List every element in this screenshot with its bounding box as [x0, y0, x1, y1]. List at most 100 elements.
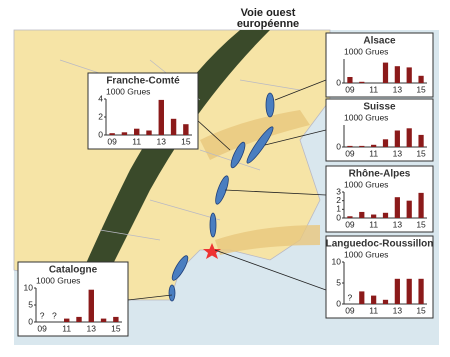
- x-tick-label: 11: [369, 305, 378, 315]
- bar: [170, 118, 177, 135]
- marker-star: [203, 243, 221, 259]
- y-axis-label: 1000 Grues: [344, 249, 388, 259]
- bar: [394, 66, 400, 83]
- x-tick-label: 09: [37, 323, 47, 333]
- bar: [64, 318, 70, 322]
- bar: [347, 77, 353, 83]
- migration-corridor: [70, 30, 270, 300]
- bar: [183, 124, 189, 135]
- inset-title: Rhône-Alpes: [349, 169, 411, 180]
- x-tick-label: 13: [393, 84, 403, 94]
- x-tick-label: 13: [87, 323, 97, 333]
- y-axis-label: 1000 Grues: [344, 179, 388, 189]
- x-tick-label: 15: [111, 323, 121, 333]
- bar: [406, 200, 412, 218]
- inset-title: Alsace: [363, 36, 396, 47]
- bar: [158, 99, 164, 135]
- y-axis-label: 1000 Grues: [106, 86, 150, 96]
- y-tick-label: 3: [336, 186, 341, 196]
- value-label: ?: [52, 310, 57, 320]
- x-tick-label: 13: [393, 219, 403, 229]
- bar: [359, 145, 365, 147]
- value-label: ?: [348, 292, 353, 302]
- connectors: [127, 79, 327, 301]
- y-tick-label: 1: [336, 204, 341, 214]
- bar: [394, 278, 400, 304]
- bar: [100, 318, 107, 322]
- bar: [418, 278, 424, 304]
- x-tick-label: 11: [369, 84, 378, 94]
- x-tick-label: 11: [62, 323, 71, 333]
- y-tick-label: 0: [336, 212, 341, 222]
- inset-title: Languedoc-Roussillon: [326, 239, 434, 250]
- inset-title: Suisse: [363, 102, 396, 113]
- y-tick-label: 10: [24, 282, 34, 292]
- bar: [359, 211, 365, 218]
- y-tick-label: 10: [332, 256, 342, 266]
- x-tick-label: 13: [157, 136, 167, 146]
- x-tick-label: 15: [416, 219, 426, 229]
- inset-title: Catalogne: [49, 265, 98, 276]
- bar: [371, 144, 377, 147]
- bar: [382, 62, 389, 83]
- y-tick-label: 0: [336, 77, 341, 87]
- bar: [347, 216, 353, 218]
- bar: [382, 212, 389, 218]
- x-tick-label: 09: [345, 148, 355, 158]
- x-tick-label: 15: [181, 136, 191, 146]
- x-tick-label: 13: [393, 148, 403, 158]
- bar: [146, 130, 152, 135]
- map-title: Voie ouest européenne: [237, 7, 299, 30]
- bar: [134, 128, 140, 135]
- value-label: ?: [40, 310, 45, 320]
- secondary-route: [215, 225, 320, 255]
- y-tick-label: 2: [336, 195, 341, 205]
- y-tick-label: 5: [28, 299, 33, 309]
- bar: [359, 291, 365, 304]
- bar: [382, 139, 389, 147]
- bar: [76, 316, 82, 322]
- y-tick-label: 5: [336, 277, 341, 287]
- x-tick-label: 09: [345, 219, 355, 229]
- bar: [382, 299, 389, 304]
- y-tick-label: 4: [98, 93, 103, 103]
- x-tick-label: 11: [369, 148, 378, 158]
- inset-frame: [87, 72, 199, 150]
- x-tick-label: 11: [132, 136, 141, 146]
- y-axis-label: 1000 Grues: [344, 46, 388, 56]
- x-tick-label: 13: [393, 305, 403, 315]
- x-tick-label: 09: [107, 136, 117, 146]
- lakes: [168, 92, 275, 302]
- bar: [371, 214, 377, 218]
- inset-title: Franche-Comté: [106, 76, 180, 87]
- bar: [406, 67, 412, 83]
- y-axis-label: 1000 Grues: [344, 112, 388, 122]
- x-tick-label: 15: [416, 84, 426, 94]
- bar: [359, 81, 365, 83]
- bar: [347, 145, 353, 147]
- bar: [371, 295, 377, 304]
- bar: [406, 278, 412, 304]
- x-tick-label: 09: [345, 305, 355, 315]
- bar: [121, 132, 128, 135]
- x-tick-label: 09: [345, 84, 355, 94]
- y-tick-label: 0: [336, 141, 341, 151]
- bar: [406, 128, 412, 147]
- y-axis-label: 1000 Grues: [36, 275, 80, 285]
- y-tick-label: 0: [98, 129, 103, 139]
- bar: [394, 130, 400, 147]
- bar: [394, 197, 400, 218]
- bar: [418, 75, 424, 83]
- x-tick-label: 15: [416, 305, 426, 315]
- bar: [109, 133, 115, 135]
- bar: [418, 134, 424, 147]
- y-tick-label: 2: [98, 111, 103, 121]
- bar: [113, 316, 119, 322]
- y-tick-label: 0: [336, 298, 341, 308]
